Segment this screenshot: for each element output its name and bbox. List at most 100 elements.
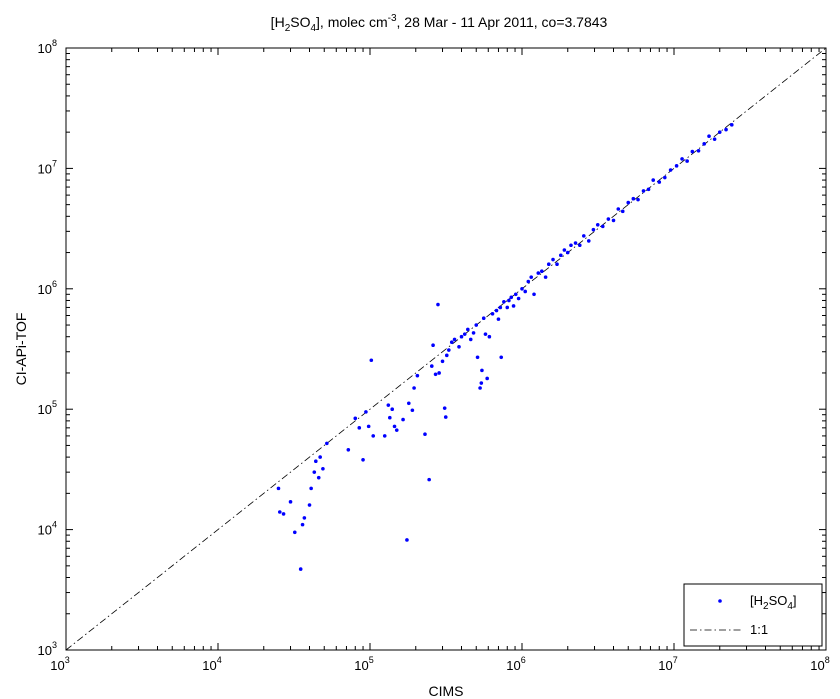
one-to-one-line	[65, 47, 827, 651]
legend-marker-h2so4	[718, 599, 722, 603]
data-point	[540, 269, 544, 274]
data-point	[646, 187, 651, 192]
data-point	[499, 355, 504, 360]
data-point	[361, 457, 365, 462]
y-axis-label: CI-APi-TOF	[13, 313, 29, 386]
title-sub1: 2	[285, 23, 291, 34]
y-tick-label: 105	[38, 399, 57, 417]
data-point	[433, 372, 438, 377]
x-tick-labels: 103 104 105 106 107 108	[50, 655, 829, 673]
data-point	[591, 227, 596, 232]
data-point	[651, 178, 656, 182]
data-point	[443, 415, 448, 419]
data-point	[483, 332, 488, 336]
data-point	[390, 407, 395, 412]
data-point	[427, 477, 431, 482]
data-point	[690, 149, 695, 154]
data-point	[318, 455, 322, 459]
data-point	[292, 530, 297, 535]
data-point	[487, 334, 492, 339]
data-point	[511, 304, 516, 308]
title-bracket-open: [	[271, 14, 275, 30]
title-h: H	[275, 14, 285, 30]
data-point	[436, 302, 440, 307]
data-point	[321, 466, 325, 471]
data-point	[565, 250, 570, 255]
data-point	[674, 164, 679, 168]
data-point	[520, 287, 524, 291]
data-point	[696, 149, 701, 153]
data-point	[346, 448, 351, 452]
legend: [H2SO4] 1:1	[683, 583, 823, 647]
data-point	[712, 137, 717, 141]
data-point	[516, 296, 521, 301]
data-point	[523, 289, 528, 294]
data-point	[281, 512, 286, 516]
data-point	[490, 311, 495, 316]
data-point	[717, 130, 722, 134]
data-point	[536, 271, 541, 275]
data-point	[382, 434, 387, 438]
data-point	[509, 295, 514, 300]
data-point	[429, 364, 434, 368]
data-point	[314, 459, 318, 463]
x-tick-label: 105	[354, 655, 373, 673]
data-point	[309, 486, 313, 491]
x-tick-label: 104	[202, 655, 221, 673]
y-tick-label: 103	[38, 640, 57, 658]
data-point	[481, 316, 486, 320]
data-point	[405, 538, 409, 542]
data-point	[449, 340, 454, 345]
data-point	[440, 359, 445, 364]
data-point	[325, 441, 329, 446]
data-point	[555, 262, 559, 267]
title-sub2: 4	[310, 23, 316, 34]
data-point	[546, 262, 551, 267]
data-point	[307, 503, 312, 507]
data-point	[366, 424, 371, 429]
x-tick-label: 106	[506, 655, 525, 673]
data-point	[471, 331, 476, 335]
data-point	[485, 376, 489, 381]
data-point	[388, 415, 392, 420]
data-point	[475, 355, 480, 360]
data-point	[626, 200, 631, 205]
data-point	[657, 180, 662, 184]
data-point	[620, 209, 625, 214]
data-point	[316, 475, 321, 480]
data-point	[459, 334, 464, 339]
data-point	[600, 224, 605, 229]
data-point	[415, 373, 420, 378]
data-point	[479, 381, 484, 385]
data-point	[392, 424, 397, 429]
y-tick-labels: 103 104 105 106 107 108	[38, 38, 57, 658]
title-sup: -3	[388, 13, 397, 24]
data-point	[526, 279, 531, 284]
data-point	[407, 401, 411, 406]
data-point	[494, 308, 499, 313]
data-point	[394, 428, 399, 432]
data-point	[457, 344, 461, 349]
data-point	[447, 348, 451, 352]
data-point	[401, 417, 405, 422]
data-point	[569, 243, 573, 248]
data-point	[507, 298, 511, 303]
data-point	[410, 408, 415, 413]
data-points	[276, 123, 734, 571]
data-point	[685, 159, 689, 163]
y-tick-label: 108	[38, 38, 57, 56]
data-point	[581, 234, 586, 238]
data-point	[353, 416, 358, 421]
data-point	[437, 371, 441, 375]
data-point	[277, 510, 282, 514]
data-point	[663, 175, 667, 180]
data-point	[636, 197, 640, 202]
data-point	[573, 241, 578, 245]
data-point	[595, 223, 600, 227]
x-tick-label: 108	[810, 655, 829, 673]
data-point	[502, 299, 506, 304]
data-point	[298, 567, 303, 571]
data-point	[641, 189, 646, 193]
data-point	[577, 243, 582, 248]
chart-title: [H2SO4], molec cm-3, 28 Mar - 11 Apr 201…	[271, 13, 608, 34]
